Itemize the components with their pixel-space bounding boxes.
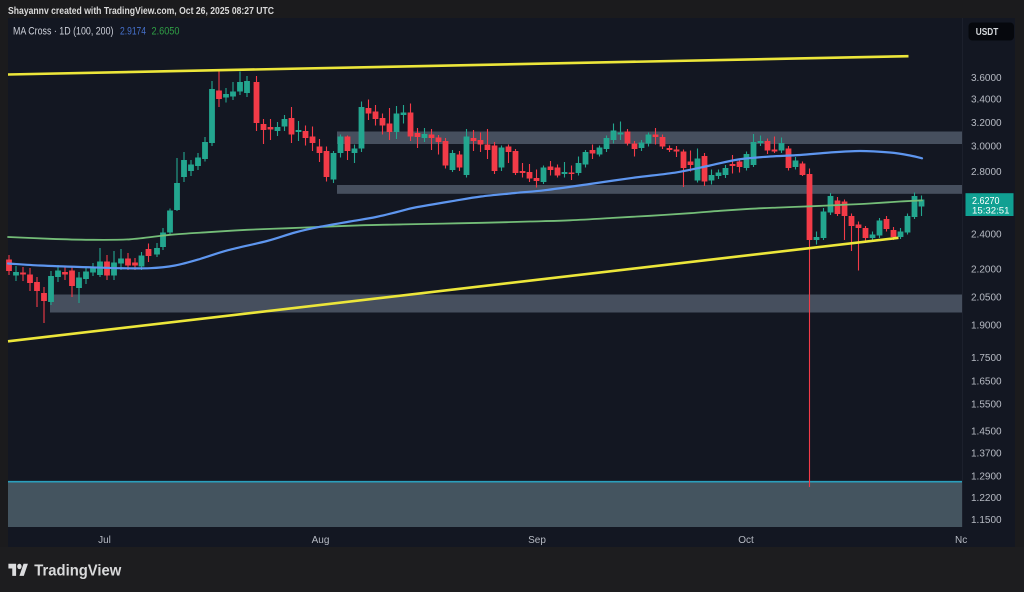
- svg-text:1.5500: 1.5500: [971, 400, 1002, 411]
- svg-text:1.3700: 1.3700: [971, 449, 1002, 460]
- svg-text:2.6050: 2.6050: [152, 26, 180, 38]
- svg-text:1.2200: 1.2200: [971, 493, 1002, 504]
- svg-text:USDT: USDT: [976, 26, 999, 38]
- svg-text:Oct: Oct: [738, 535, 754, 546]
- svg-text:MA Cross · 1D (100, 200): MA Cross · 1D (100, 200): [13, 26, 114, 38]
- svg-text:3.6000: 3.6000: [971, 73, 1002, 84]
- svg-text:1.6500: 1.6500: [971, 376, 1002, 387]
- svg-text:1.4500: 1.4500: [971, 426, 1002, 437]
- svg-text:Shayannv created with TradingV: Shayannv created with TradingView.com, O…: [8, 5, 274, 17]
- svg-text:1.9000: 1.9000: [971, 321, 1002, 332]
- svg-text:Nc: Nc: [955, 535, 967, 546]
- svg-text:3.2000: 3.2000: [971, 118, 1002, 129]
- svg-text:1.2900: 1.2900: [971, 471, 1002, 482]
- svg-text:1.7500: 1.7500: [971, 353, 1002, 364]
- svg-text:2.9174: 2.9174: [120, 26, 146, 38]
- svg-text:Jul: Jul: [98, 535, 111, 546]
- svg-text:1.1500: 1.1500: [971, 515, 1002, 526]
- svg-text:2.8000: 2.8000: [971, 167, 1002, 178]
- svg-text:3.0000: 3.0000: [971, 142, 1002, 153]
- svg-text:2.6270: 2.6270: [972, 196, 1000, 207]
- svg-text:2.4000: 2.4000: [971, 230, 1002, 241]
- svg-text:Sep: Sep: [528, 535, 546, 546]
- svg-text:2.0500: 2.0500: [971, 293, 1002, 304]
- svg-text:15:32:51: 15:32:51: [972, 205, 1010, 216]
- svg-text:TradingView: TradingView: [34, 563, 122, 580]
- svg-text:3.4000: 3.4000: [971, 94, 1002, 105]
- svg-text:Aug: Aug: [312, 535, 330, 546]
- svg-text:2.2000: 2.2000: [971, 265, 1002, 276]
